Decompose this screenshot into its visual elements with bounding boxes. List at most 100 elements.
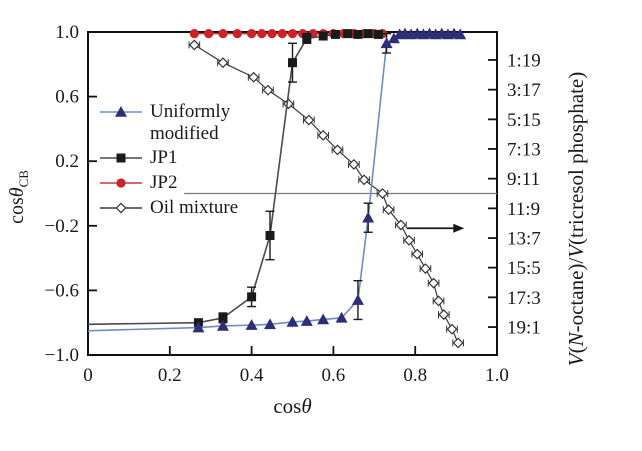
x-tick-label: 0.2 [158, 365, 182, 386]
triangle-marker [335, 311, 348, 323]
diamond-marker [188, 39, 200, 51]
rlabel-paren: ( [564, 346, 588, 354]
diamond-marker [358, 174, 370, 186]
xlabel-theta: θ [301, 394, 312, 418]
diamond-marker [419, 263, 431, 275]
circle-marker-icon [100, 177, 142, 188]
x-tick-label: 0.8 [403, 365, 427, 386]
y-right-tick-label: 19:1 [507, 318, 541, 339]
x-tick-label: 0 [83, 365, 93, 386]
triangle-marker [192, 321, 205, 333]
diamond-marker [115, 202, 127, 213]
y-right-tick-label: 11:9 [507, 199, 540, 220]
square-marker [247, 292, 257, 302]
square-marker [265, 230, 275, 240]
square-marker [363, 29, 373, 39]
diamond-marker [446, 323, 458, 335]
diamond-marker [282, 98, 294, 110]
legend-item-jp2: JP2 [98, 170, 238, 195]
square-marker [302, 33, 312, 43]
triangle-marker [300, 315, 313, 326]
diamond-marker [433, 295, 444, 307]
triangle-marker [387, 32, 400, 44]
diamond-marker [428, 277, 440, 289]
rlabel-n: N [564, 332, 588, 347]
triangle-marker [317, 313, 330, 325]
triangle-marker [115, 105, 127, 117]
triangle-marker [245, 319, 258, 330]
right-axis-arrow-head [453, 223, 465, 233]
x-tick-label: 1.0 [485, 365, 509, 386]
y-left-tick-label: 1.0 [55, 22, 79, 43]
square-marker [116, 153, 126, 162]
legend-item-uniformly-modified-line2: modified [98, 122, 238, 145]
y-left-tick-label: −0.6 [45, 280, 79, 301]
circle-marker [287, 29, 298, 39]
square-marker [343, 29, 353, 39]
diamond-marker [262, 84, 274, 96]
y-right-tick-label: 17:3 [507, 288, 541, 309]
legend-label-jp2: JP2 [150, 171, 178, 193]
y-right-tick-label: 7:13 [507, 139, 541, 160]
y-right-tick-label: 13:7 [507, 229, 541, 250]
circle-marker [116, 177, 126, 188]
diamond-marker [303, 114, 315, 126]
xlabel-cos: cos [273, 394, 302, 418]
y-right-tick-label: 15:5 [507, 258, 541, 279]
square-marker [218, 313, 228, 323]
diamond-marker [217, 57, 229, 69]
diamond-marker [332, 144, 343, 156]
triangle-marker [454, 28, 467, 40]
diamond-marker-icon [100, 202, 142, 213]
square-marker-icon [100, 153, 142, 162]
circle-marker [232, 29, 242, 39]
triangle-marker [286, 315, 299, 327]
x-tick-label: 0.6 [322, 365, 346, 386]
circle-marker [267, 29, 277, 39]
triangle-marker [351, 294, 364, 305]
diamond-marker [452, 337, 464, 349]
diamond-marker [377, 188, 388, 199]
diamond-marker [348, 158, 360, 170]
square-marker [353, 29, 363, 39]
square-marker [288, 58, 297, 68]
rlabel-phosphate: (tricresol phosphate) [564, 71, 588, 245]
diamond-marker [248, 71, 260, 83]
series-oil-mixture [188, 39, 464, 349]
triangle-marker-icon [100, 105, 142, 117]
square-marker [330, 29, 340, 39]
square-marker [373, 29, 383, 39]
ylabel-theta: θ [6, 187, 28, 198]
y-left-tick-label: 0.6 [55, 87, 79, 108]
diamond-marker [403, 234, 415, 246]
axis-title-left: cosθCB [6, 152, 32, 242]
y-right-tick-label: 9:11 [507, 169, 540, 190]
y-right-tick-label: 1:19 [507, 50, 541, 71]
circle-marker [257, 29, 267, 39]
diamond-marker [438, 309, 450, 321]
y-right-tick-label: 3:17 [507, 80, 541, 101]
y-right-tick-label: 5:15 [507, 110, 541, 131]
circle-marker [204, 29, 214, 39]
circle-marker [218, 29, 228, 39]
x-tick-label: 0.4 [240, 365, 264, 386]
legend-label-oil-mixture: Oil mixture [150, 196, 239, 218]
ylabel-cos: cos [6, 197, 28, 224]
ylabel-sub-cb: CB [16, 170, 31, 188]
circle-marker [277, 29, 287, 39]
triangle-marker [380, 37, 393, 49]
legend-item-jp1: JP1 [98, 145, 238, 170]
y-left-tick-label: −1.0 [45, 345, 79, 366]
series-uniformly-modified [87, 27, 467, 333]
diamond-marker [411, 248, 423, 260]
triangle-marker [264, 318, 277, 330]
circle-marker [247, 29, 257, 39]
legend-label-jp1: JP1 [150, 146, 178, 168]
rlabel-v2: V [564, 244, 588, 258]
y-left-tick-label: −0.2 [45, 216, 79, 237]
legend-item-uniformly-modified: Uniformly [98, 99, 238, 124]
legend-item-oil-mixture: Oil mixture [98, 195, 238, 220]
circle-marker [189, 29, 199, 39]
